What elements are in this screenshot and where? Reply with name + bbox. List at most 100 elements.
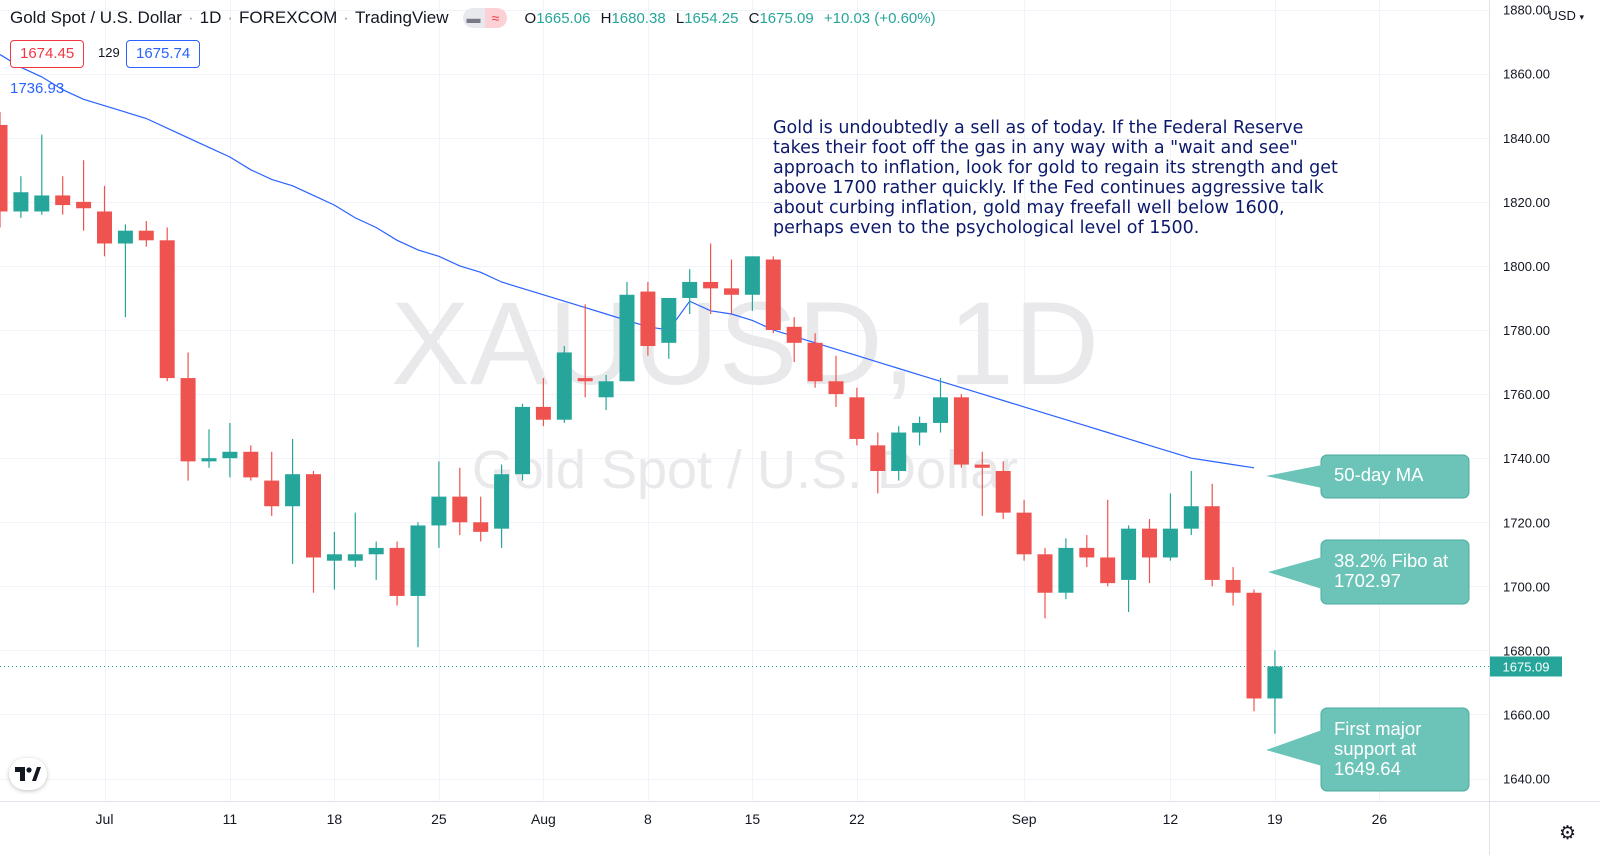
candle-up [556,346,572,423]
candle-body [891,432,907,471]
x-tick-label: 18 [327,811,343,827]
candle-up [494,464,510,548]
candle-body [786,326,802,343]
candle-up [744,256,760,311]
candle-body [933,397,948,423]
candle-up [1162,493,1178,561]
change-value: +10.03 (+0.60%) [823,9,936,27]
bar-mode-icon[interactable]: ▬ [462,8,485,28]
interval-label[interactable]: 1D [199,8,222,27]
candle-body [1142,528,1157,558]
candle-body [724,288,739,295]
candle-down [870,432,886,494]
candle-down [765,256,781,334]
header-dot: · [343,8,349,27]
spread-value: 129 [98,45,120,60]
candle-body [515,406,530,475]
y-tick-label: 1880.00 [1503,3,1550,18]
candle-body [1016,512,1032,555]
y-tick-label: 1640.00 [1503,772,1550,787]
candle-up [598,374,614,411]
x-tick-label: 15 [745,811,761,827]
close-value: 1675.09 [759,9,814,27]
candle-down [1204,483,1220,587]
candle-down [264,451,280,516]
candle-body [1162,528,1178,558]
candle-down [807,333,823,388]
candle-body [243,451,259,478]
candle-body [1267,666,1283,699]
candle-body [912,422,928,433]
candle-body [431,496,447,526]
candle-body [974,464,990,468]
price-axis[interactable]: 1640.00 1660.00 1680.00 1700.00 1720.00 1740.… [1503,3,1550,787]
candle-down [974,451,990,516]
candle-body [619,294,635,382]
candle-down [473,496,489,542]
callout-support-pointer [1266,730,1322,766]
candle-up [1121,525,1137,612]
candle-body [870,445,886,471]
chart-header: Gold Spot / U.S. Dollar · 1D · FOREXCOM … [10,8,942,28]
candle-body [13,192,29,212]
symbol-title[interactable]: Gold Spot / U.S. Dollar [10,8,182,27]
candle-down [1225,567,1241,606]
candle-up [933,378,948,433]
candle-down [159,227,175,382]
candle-body [222,451,238,459]
candle-down [1037,547,1053,619]
candle-body [347,554,363,561]
y-tick-label: 1800.00 [1503,259,1550,274]
candle-up [431,461,447,548]
candle-body [473,522,489,532]
candle-up [410,522,426,648]
open-label: O [524,9,537,27]
last-price-tag: 1675.09 [1490,656,1562,677]
candle-up [13,176,29,218]
candle-body [159,240,175,379]
y-tick-label: 1780.00 [1503,323,1550,338]
candle-body [1100,557,1116,584]
callout-fibo-text: 38.2% Fibo at 1702.97 [1334,550,1449,591]
candle-body [0,124,8,212]
candle-body [765,259,781,331]
candle-up [661,297,677,359]
candle-up [1058,538,1074,600]
sell-button[interactable]: 1674.45 [10,40,85,68]
exchange-label: FOREXCOM [239,8,338,27]
x-tick-label: 8 [644,811,652,827]
candle-up [201,429,217,468]
buy-button[interactable]: 1675.74 [126,40,201,68]
candle-body [264,480,280,507]
currency-selector[interactable]: USD ▾ [1548,8,1584,23]
callouts [1266,454,1470,792]
header-dot: · [187,8,194,27]
y-tick-label: 1820.00 [1503,195,1550,210]
y-tick-label: 1840.00 [1503,131,1550,146]
candle-up [368,541,384,580]
chevron-down-icon: ▾ [1579,12,1584,22]
chart-mode-toggle[interactable]: ▬ ≈ [462,8,507,28]
tradingview-logo[interactable] [9,758,47,790]
callout-ma-text: 50-day MA [1334,464,1424,485]
low-value: 1654.25 [684,9,739,27]
x-tick-label: Aug [531,811,556,827]
time-axis[interactable]: Jul 11 18 25 Aug 8 15 22 Sep 12 19 26 [96,811,1388,827]
y-tick-label: 1680.00 [1503,643,1550,658]
candle-up [682,269,698,314]
candle-down [76,160,92,231]
candle-body [201,458,217,462]
gear-icon[interactable]: ⚙ [1558,823,1576,844]
y-tick-label: 1660.00 [1503,707,1550,722]
candle-body [306,474,321,558]
candle-body [953,397,969,465]
line-mode-icon[interactable]: ≈ [484,8,507,28]
candle-down [535,378,551,427]
candle-body [1058,547,1074,593]
candle-up [34,134,50,215]
ma-value-label: 1736.93 [10,80,65,97]
candle-body [703,281,719,289]
candle-down [849,387,865,446]
x-tick-label: 26 [1372,811,1388,827]
